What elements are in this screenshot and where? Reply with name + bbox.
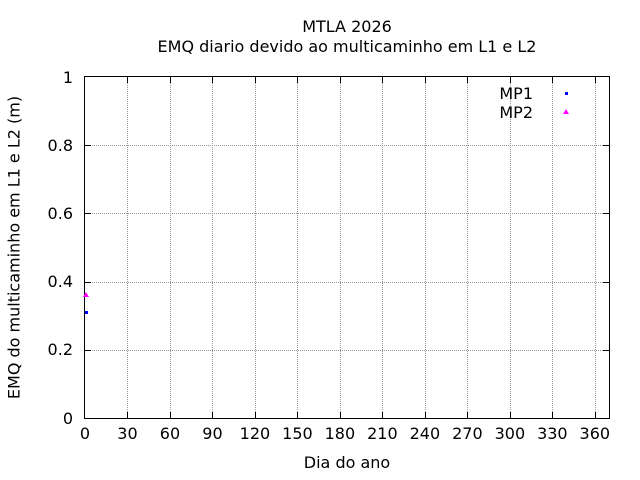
y-tick bbox=[85, 349, 91, 351]
x-tick-label: 210 bbox=[367, 424, 398, 443]
x-tick-label: 330 bbox=[537, 424, 568, 443]
x-tick bbox=[297, 412, 299, 418]
x-tick-label: 360 bbox=[579, 424, 611, 443]
chart-title: MTLA 2026 bbox=[302, 17, 392, 36]
x-gridline bbox=[552, 77, 554, 418]
x-tick bbox=[212, 412, 214, 418]
x-tick bbox=[509, 77, 511, 83]
y-tick-label: 0.6 bbox=[47, 203, 73, 223]
legend-label-mp1: MP1 bbox=[499, 84, 533, 103]
y-gridline bbox=[85, 145, 609, 147]
y-tick-label: 0.2 bbox=[47, 340, 73, 360]
x-axis-label: Dia do ano bbox=[303, 453, 391, 472]
y-tick bbox=[85, 281, 91, 283]
y-gridline bbox=[85, 281, 609, 283]
x-tick-label: 120 bbox=[239, 424, 271, 443]
x-tick bbox=[127, 412, 129, 418]
legend-label-mp2: MP2 bbox=[499, 103, 533, 122]
x-tick-label: 240 bbox=[409, 424, 441, 443]
y-tick bbox=[603, 349, 609, 351]
y-tick bbox=[85, 145, 91, 147]
x-tick-label: 0 bbox=[79, 424, 91, 443]
y-gridline bbox=[85, 349, 609, 351]
x-gridline bbox=[254, 77, 256, 418]
x-tick bbox=[467, 77, 469, 83]
data-point-mp1 bbox=[84, 310, 88, 314]
x-tick bbox=[509, 412, 511, 418]
x-tick bbox=[339, 77, 341, 83]
x-gridline bbox=[382, 77, 384, 418]
x-tick bbox=[382, 77, 384, 83]
plot-area: MP1 MP2 bbox=[83, 76, 610, 419]
x-gridline bbox=[339, 77, 341, 418]
x-gridline bbox=[424, 77, 426, 418]
x-tick-label: 30 bbox=[117, 424, 138, 443]
chart-subtitle: EMQ diario devido ao multicaminho em L1 … bbox=[157, 37, 537, 56]
x-tick-label: 150 bbox=[282, 424, 313, 443]
x-tick bbox=[424, 412, 426, 418]
y-tick-label: 1 bbox=[62, 67, 73, 87]
y-tick bbox=[603, 145, 609, 147]
x-tick bbox=[594, 77, 596, 83]
x-tick bbox=[424, 77, 426, 83]
x-tick bbox=[212, 77, 214, 83]
x-tick-label: 90 bbox=[202, 424, 223, 443]
x-tick-label: 180 bbox=[324, 424, 356, 443]
x-gridline bbox=[509, 77, 511, 418]
x-tick bbox=[297, 77, 299, 83]
x-tick bbox=[467, 412, 469, 418]
x-tick bbox=[254, 77, 256, 83]
x-tick bbox=[254, 412, 256, 418]
x-tick bbox=[169, 77, 171, 83]
legend-marker-mp2 bbox=[563, 109, 569, 114]
x-gridline bbox=[297, 77, 299, 418]
x-tick bbox=[552, 77, 554, 83]
x-gridline bbox=[169, 77, 171, 418]
x-tick bbox=[169, 412, 171, 418]
y-axis-label: EMQ do multicaminho em L1 e L2 (m) bbox=[4, 95, 24, 400]
y-tick-label: 0 bbox=[62, 408, 73, 428]
x-tick bbox=[127, 77, 129, 83]
x-tick bbox=[594, 412, 596, 418]
y-tick bbox=[603, 213, 609, 215]
y-tick bbox=[85, 213, 91, 215]
x-gridline bbox=[127, 77, 129, 418]
x-tick bbox=[552, 412, 554, 418]
x-tick-label: 270 bbox=[452, 424, 483, 443]
y-tick-label: 0.4 bbox=[47, 272, 73, 292]
legend-marker-mp1 bbox=[564, 91, 568, 95]
x-gridline bbox=[467, 77, 469, 418]
x-gridline bbox=[594, 77, 596, 418]
data-point-mp2 bbox=[83, 292, 90, 298]
x-tick bbox=[382, 412, 384, 418]
x-tick-label: 300 bbox=[494, 424, 526, 443]
y-tick-label: 0.8 bbox=[47, 135, 73, 155]
x-tick bbox=[339, 412, 341, 418]
x-tick-label: 60 bbox=[159, 424, 181, 443]
y-gridline bbox=[85, 213, 609, 215]
y-tick bbox=[603, 281, 609, 283]
x-gridline bbox=[212, 77, 214, 418]
